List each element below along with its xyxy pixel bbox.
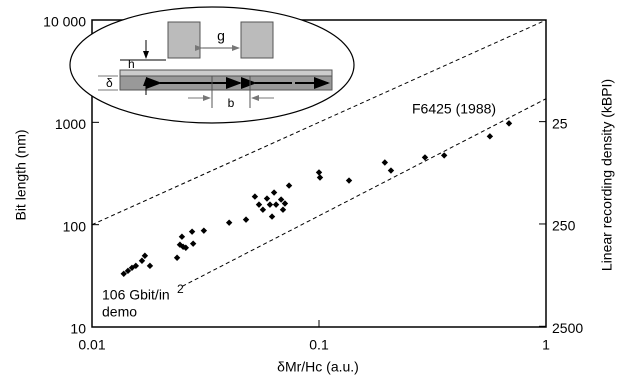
data-point xyxy=(315,169,323,176)
data-point xyxy=(285,182,293,189)
data-point xyxy=(251,193,259,200)
y-tick-label: 10 xyxy=(70,321,86,337)
inset-label: δ xyxy=(106,76,113,90)
x-tick-label: 0.1 xyxy=(309,337,329,353)
x-tick-label: 1 xyxy=(542,337,550,353)
y2-tick-label: 2500 xyxy=(552,320,583,336)
data-point xyxy=(178,233,186,240)
y-tick-label: 10 000 xyxy=(43,14,86,30)
y-tick-label: 1000 xyxy=(55,116,86,132)
data-point xyxy=(225,219,233,226)
x-axis-label: δMr/Hc (a.u.) xyxy=(277,359,359,375)
data-point xyxy=(189,240,197,247)
data-point xyxy=(255,201,263,208)
inset-label: g xyxy=(217,28,225,44)
data-point xyxy=(173,254,181,261)
y-tick-label: 100 xyxy=(63,218,87,234)
y2-axis-label: Linear recording density (kBPI) xyxy=(599,79,615,271)
annotation: demo xyxy=(102,304,137,320)
data-point xyxy=(281,200,289,207)
data-point xyxy=(128,264,136,271)
data-point xyxy=(266,201,274,208)
reference-line xyxy=(91,19,547,226)
data-point xyxy=(188,228,196,235)
annotation: F6425 (1988) xyxy=(412,101,496,117)
reference-line xyxy=(182,98,547,287)
overcoat xyxy=(119,69,333,77)
inset-label: h xyxy=(128,57,135,71)
data-point xyxy=(132,262,140,270)
data-point xyxy=(272,201,280,208)
annotation: 106 Gbit/in xyxy=(102,287,170,303)
data-point xyxy=(316,174,324,181)
head-pole xyxy=(240,21,274,59)
y-axis-label: Bit length (nm) xyxy=(13,129,29,220)
data-point xyxy=(270,189,278,196)
data-point xyxy=(279,206,287,213)
data-point xyxy=(505,120,513,127)
data-point xyxy=(381,159,389,166)
data-point xyxy=(138,257,146,264)
annotation: 2 xyxy=(177,282,184,296)
inset-ellipse xyxy=(69,6,355,124)
x-tick-label: 0.01 xyxy=(78,337,105,353)
head-pole xyxy=(167,21,201,59)
data-point xyxy=(440,152,448,159)
y2-tick-label: 25 xyxy=(552,115,568,131)
data-point xyxy=(146,262,154,270)
data-point xyxy=(263,195,271,202)
data-point xyxy=(120,270,127,278)
data-point xyxy=(259,206,267,213)
data-point xyxy=(277,196,285,203)
data-point xyxy=(141,252,149,259)
data-point xyxy=(182,244,190,251)
data-point xyxy=(486,133,494,140)
data-point xyxy=(242,216,250,223)
data-point xyxy=(268,213,276,220)
data-point xyxy=(200,227,208,234)
y2-tick-label: 250 xyxy=(552,218,576,234)
data-point xyxy=(421,154,429,161)
data-point xyxy=(124,267,132,275)
data-point xyxy=(387,167,395,174)
data-point xyxy=(345,177,353,184)
inset-label: b xyxy=(228,96,235,110)
inset: g h δ b xyxy=(69,6,355,124)
